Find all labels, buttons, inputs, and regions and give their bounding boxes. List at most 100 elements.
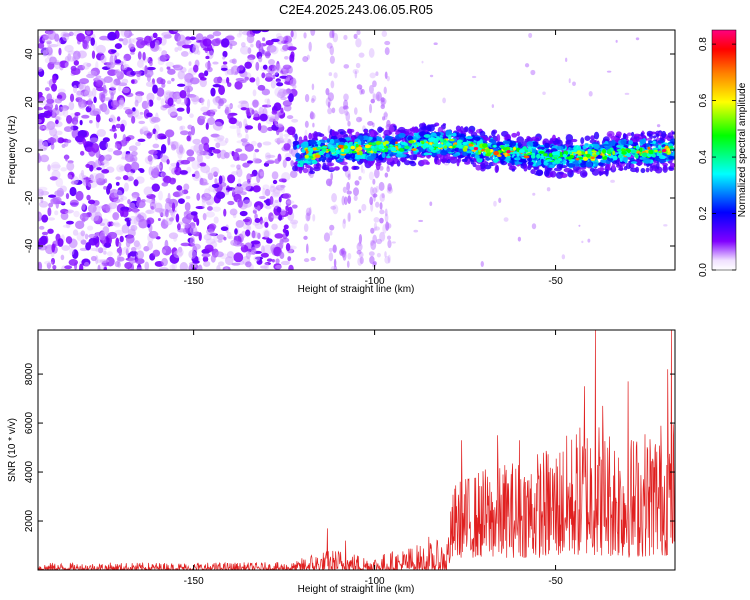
spectrogram-noise-blob bbox=[269, 45, 279, 55]
spectrogram-noise-blob bbox=[356, 30, 361, 36]
spectrogram-signal-blob bbox=[552, 134, 556, 142]
spectrogram-signal-blob bbox=[607, 149, 611, 153]
spectrogram-signal-blob bbox=[460, 125, 464, 134]
spectrogram-noise-blob bbox=[93, 96, 97, 104]
spectrogram-noise-blob bbox=[373, 217, 380, 223]
spectrogram-noise-blob bbox=[212, 121, 223, 131]
spectrogram-noise-blob bbox=[55, 106, 66, 116]
spectrogram-noise-blob bbox=[79, 212, 89, 222]
spectrogram-signal-blob bbox=[321, 148, 327, 152]
spectrogram-noise-blob bbox=[143, 35, 152, 46]
spectrogram-noise-blob bbox=[161, 182, 169, 187]
spectrogram-noise-blob bbox=[268, 65, 274, 69]
spectrogram-noise-blob bbox=[283, 133, 290, 138]
spectrogram-noise-blob bbox=[310, 30, 316, 36]
spectrogram-signal-blob bbox=[295, 158, 302, 161]
spectrogram-noise-blob bbox=[357, 257, 363, 266]
spectrogram-noise-blob bbox=[95, 80, 104, 87]
spectrogram-noise-blob bbox=[168, 30, 179, 35]
spectrogram-noise-blob bbox=[252, 206, 258, 211]
spectrogram-signal-blob bbox=[390, 146, 397, 152]
spectrogram-panel: -150 -100 -50 -40 -20 0 20 40 Height of straig… bbox=[7, 29, 676, 295]
spectrogram-noise-blob bbox=[101, 169, 110, 174]
spectrogram-noise-blob bbox=[251, 249, 257, 254]
spectrogram-noise-blob bbox=[379, 209, 385, 215]
spectrogram-noise-blob bbox=[262, 244, 273, 255]
spectrogram-noise-blob bbox=[311, 95, 317, 102]
spectrogram-signal-blob bbox=[628, 140, 634, 145]
spectrogram-noise-blob bbox=[238, 30, 243, 36]
spectrogram-signal-blob bbox=[568, 151, 573, 155]
spectrogram-noise-blob bbox=[285, 205, 289, 212]
spectrogram-noise-blob bbox=[60, 211, 69, 221]
spectrogram-noise-blob bbox=[328, 247, 333, 253]
spectrogram-noise-blob bbox=[222, 50, 228, 58]
spectrogram-noise-blob bbox=[264, 50, 271, 59]
spectrogram-signal-blob bbox=[654, 149, 658, 153]
spectrogram-signal-blob bbox=[612, 155, 618, 161]
spectrogram-noise-blob bbox=[152, 143, 160, 149]
spectrogram-noise-blob bbox=[103, 185, 107, 190]
spectrogram-noise-blob bbox=[152, 32, 158, 39]
spectrogram-noise-blob bbox=[49, 56, 57, 65]
spectrogram-signal-blob bbox=[413, 153, 418, 161]
spectrogram-signal-blob bbox=[329, 138, 335, 144]
spectrogram-noise-blob bbox=[123, 53, 132, 62]
spectrogram-noise-blob bbox=[289, 170, 298, 179]
spectrogram-noise-blob bbox=[205, 122, 209, 130]
spectrogram-noise-blob bbox=[85, 176, 89, 187]
spectrogram-noise-blob bbox=[89, 110, 100, 116]
spectrogram-signal-blob bbox=[448, 134, 452, 141]
spectrogram-noise-blob bbox=[346, 260, 350, 269]
spectrogram-noise-blob bbox=[146, 92, 155, 102]
spectrogram-noise-blob bbox=[109, 116, 117, 124]
spectrogram-signal-blob bbox=[533, 148, 537, 153]
spectrogram-noise-blob bbox=[156, 87, 165, 97]
spectrogram-noise-blob bbox=[68, 101, 75, 111]
spectrogram-signal-blob bbox=[377, 126, 383, 133]
spectrogram-noise-blob bbox=[253, 255, 261, 262]
spectrogram-signal-blob bbox=[358, 157, 365, 164]
spectrogram-noise-blob bbox=[46, 93, 53, 102]
spectrogram-noise-blob bbox=[171, 247, 178, 256]
spectrogram-signal-blob bbox=[349, 153, 356, 159]
spectrogram-signal-blob bbox=[446, 148, 453, 153]
spectrogram-signal-blob bbox=[504, 140, 511, 145]
spectrogram-signal-blob bbox=[526, 153, 533, 156]
spectrogram-noise-blob bbox=[105, 141, 111, 149]
spectrogram-noise-blob bbox=[257, 205, 261, 210]
spectrogram-noise-blob bbox=[343, 34, 348, 40]
spectrogram-noise-blob bbox=[228, 235, 234, 240]
spectrogram-noise-blob bbox=[196, 218, 200, 226]
spectrogram-noise-blob bbox=[303, 235, 308, 240]
spectrogram-noise-blob bbox=[190, 95, 200, 103]
spectrogram-noise-blob bbox=[123, 246, 131, 251]
spectrogram-signal-blob bbox=[633, 133, 641, 138]
spectrogram-noise-blob bbox=[528, 32, 533, 38]
spectrogram-noise-blob bbox=[270, 38, 280, 43]
spectrogram-noise-blob bbox=[386, 119, 391, 128]
spectrogram-noise-blob bbox=[177, 45, 183, 51]
spectrogram-signal-blob bbox=[292, 140, 300, 146]
spectrogram-noise-blob bbox=[146, 209, 152, 214]
spectrogram-noise-blob bbox=[286, 46, 297, 51]
spectrogram-signal-blob bbox=[658, 150, 662, 154]
spectrogram-signal-blob bbox=[658, 155, 666, 160]
spectrogram-noise-blob bbox=[342, 218, 346, 224]
spectrogram-noise-blob bbox=[356, 116, 362, 123]
spectrogram-noise-blob bbox=[386, 75, 390, 82]
spectrogram-signal-blob bbox=[536, 153, 541, 159]
spectrogram-signal-blob bbox=[630, 161, 638, 164]
spectrogram-noise-blob bbox=[165, 91, 174, 96]
spectrogram-noise-blob bbox=[139, 127, 149, 134]
spectrogram-signal-blob bbox=[443, 139, 447, 142]
spectrogram-noise-blob bbox=[89, 137, 99, 143]
colorbar-tick-label: 0.0 bbox=[698, 263, 709, 277]
spectrogram-noise-blob bbox=[129, 250, 139, 257]
spectrogram-noise-blob bbox=[354, 180, 360, 186]
spectrogram-noise-blob bbox=[372, 178, 376, 185]
spectrogram-signal-blob bbox=[339, 161, 348, 166]
spectrogram-noise-blob bbox=[153, 154, 158, 160]
spectrogram-noise-blob bbox=[126, 171, 134, 177]
spectrogram-noise-blob bbox=[96, 129, 106, 137]
